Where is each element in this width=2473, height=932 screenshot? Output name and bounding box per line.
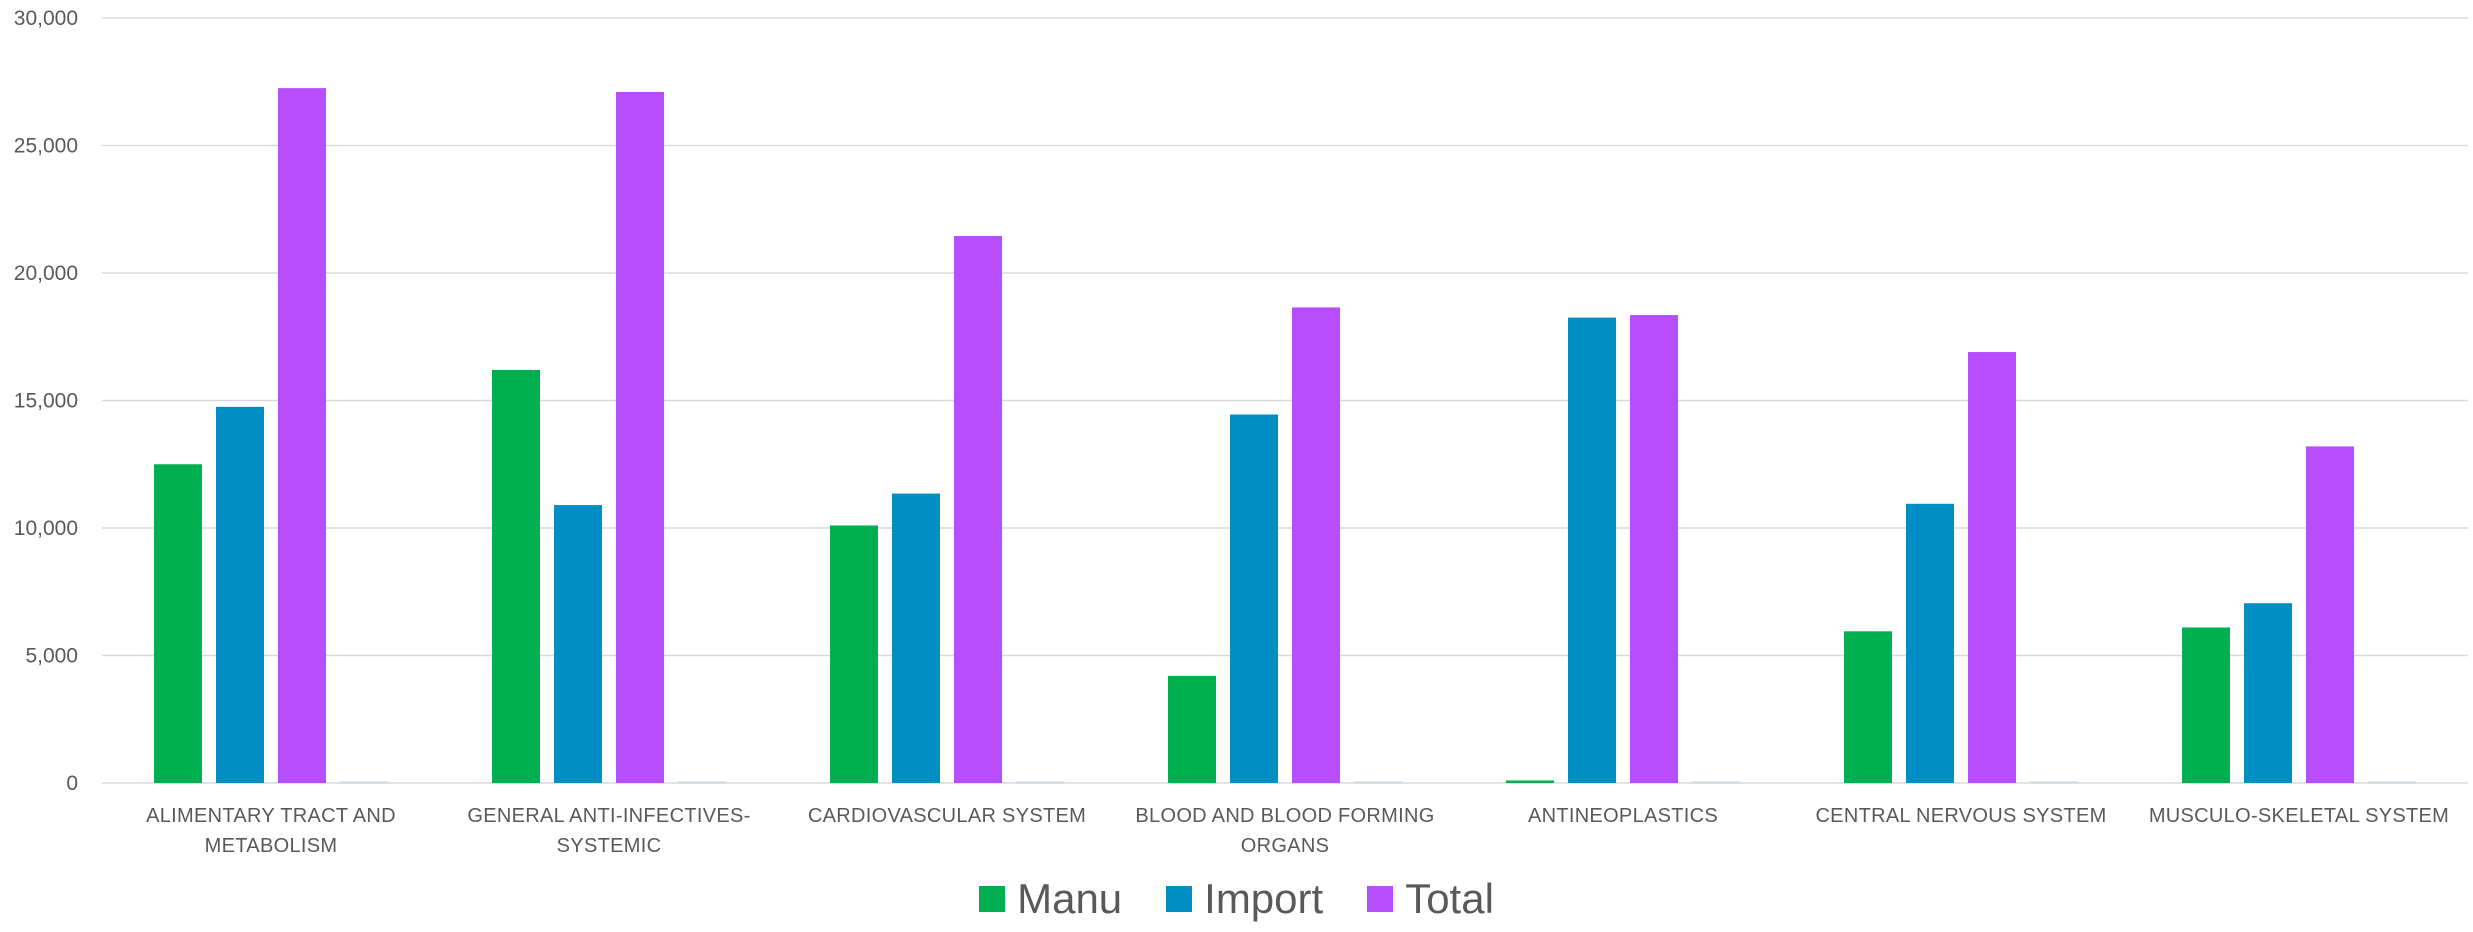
legend-label-total: Total	[1405, 875, 1494, 922]
bar-empty	[2030, 781, 2078, 783]
bar-manu	[1844, 631, 1892, 783]
legend-item-import[interactable]: Import	[1166, 878, 1323, 920]
bar-import	[1568, 317, 1616, 783]
y-tick-label: 15,000	[14, 390, 78, 413]
bar-empty	[2368, 781, 2416, 783]
gridlines	[102, 17, 2468, 784]
x-tick-label-line: ANTINEOPLASTICS	[1528, 805, 1718, 827]
legend-swatch-manu	[979, 886, 1006, 912]
legend-item-manu[interactable]: Manu	[979, 878, 1122, 920]
bar-empty	[1692, 781, 1740, 783]
x-tick-label: ALIMENTARY TRACT AND METABOLISM	[146, 805, 396, 857]
bars	[154, 88, 2416, 783]
legend-item-total[interactable]: Total	[1367, 878, 1494, 920]
bar-total	[1968, 352, 2016, 783]
bar-empty	[1016, 781, 1064, 783]
bar-total	[1292, 307, 1340, 783]
x-tick-label-line: GENERAL ANTI-INFECTIVES-	[467, 805, 750, 827]
x-tick-label-line: CENTRAL NERVOUS SYSTEM	[1815, 805, 2106, 827]
bar-empty	[340, 781, 388, 783]
y-axis-ticks: 0 5,000 10,000 15,000 20,000 25,000 30,000	[14, 7, 78, 795]
x-tick-label: ANTINEOPLASTICS	[1528, 805, 1718, 827]
bar-manu	[154, 464, 202, 783]
y-tick-label: 5,000	[25, 645, 78, 668]
legend-swatch-import	[1166, 886, 1193, 912]
bar-import	[1906, 503, 1954, 783]
bar-total	[278, 88, 326, 783]
x-axis-labels: ALIMENTARY TRACT AND METABOLISM GENERAL AN…	[146, 805, 2449, 857]
bar-manu	[1168, 675, 1216, 783]
bar-manu	[1506, 780, 1554, 783]
bar-manu	[2182, 627, 2230, 783]
bar-empty	[1354, 781, 1402, 783]
y-tick-label: 0	[66, 772, 78, 795]
y-tick-label: 25,000	[14, 135, 78, 158]
legend-swatch-total	[1367, 886, 1394, 912]
bar-import	[554, 505, 602, 783]
y-tick-label: 10,000	[14, 517, 78, 540]
bar-import	[216, 406, 264, 783]
x-tick-label-line: SYSTEMIC	[557, 835, 662, 857]
x-tick-label-line: MUSCULO-SKELETAL SYSTEM	[2149, 805, 2449, 827]
x-tick-label: GENERAL ANTI-INFECTIVES- SYSTEMIC	[467, 805, 750, 857]
x-tick-label-line: ALIMENTARY TRACT AND	[146, 805, 396, 827]
bar-total	[2306, 446, 2354, 783]
bar-manu	[830, 525, 878, 783]
x-tick-label-line: BLOOD AND BLOOD FORMING	[1135, 805, 1434, 827]
x-tick-label: BLOOD AND BLOOD FORMING ORGANS	[1135, 805, 1434, 857]
x-tick-label-line: METABOLISM	[205, 835, 338, 857]
y-tick-label: 20,000	[14, 262, 78, 285]
bar-manu	[492, 369, 540, 783]
bar-import	[2244, 603, 2292, 783]
x-tick-label: CARDIOVASCULAR SYSTEM	[808, 805, 1086, 827]
x-tick-label: MUSCULO-SKELETAL SYSTEM	[2149, 805, 2449, 827]
x-tick-label: CENTRAL NERVOUS SYSTEM	[1815, 805, 2106, 827]
x-tick-label-line: ORGANS	[1241, 835, 1329, 857]
y-tick-label: 30,000	[14, 7, 78, 30]
bar-empty	[678, 781, 726, 783]
bar-import	[892, 493, 940, 783]
legend-label-manu: Manu	[1017, 875, 1123, 922]
legend: Manu Import Total	[0, 878, 2473, 920]
bar-total	[1630, 315, 1678, 783]
bar-import	[1230, 414, 1278, 783]
bar-total	[616, 91, 664, 783]
bar-total	[954, 236, 1002, 783]
x-tick-label-line: CARDIOVASCULAR SYSTEM	[808, 805, 1086, 827]
legend-label-import: Import	[1204, 875, 1324, 922]
